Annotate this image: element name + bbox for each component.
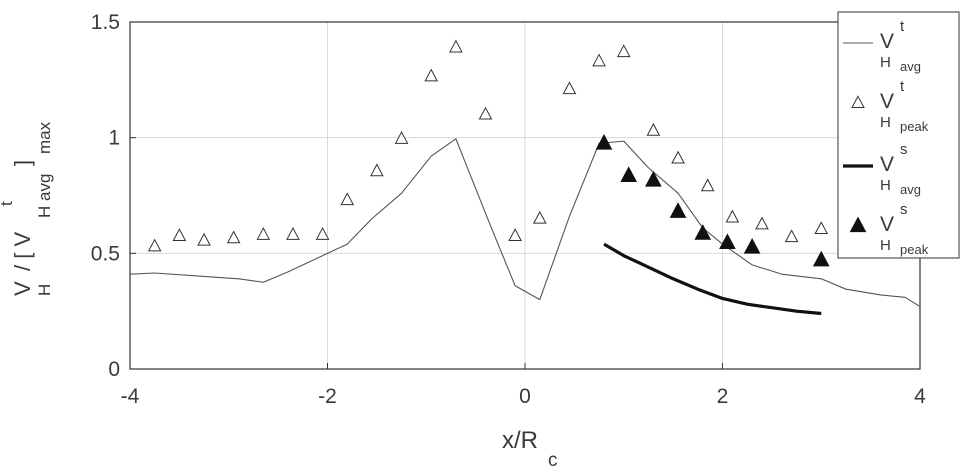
y-label-sub-havg: H avg (35, 174, 54, 218)
legend-item-vs_avg: Vs H avg (843, 141, 921, 197)
data-point-vt_peak (814, 221, 829, 235)
legend-item-vs_peak: Vs H peak (849, 201, 929, 257)
legend-label-base: V (880, 30, 894, 53)
legend-label-sup: t (900, 18, 905, 35)
legend-label-sup: s (900, 201, 908, 218)
data-point-vt_peak (508, 228, 522, 241)
data-point-vt_peak (671, 150, 685, 164)
legend-label-base: V (880, 90, 894, 113)
data-point-vt_peak (562, 81, 577, 95)
y-label-sup-t: t (0, 201, 16, 206)
legend-label-sub: H (880, 177, 891, 194)
x-tick-label: 2 (717, 385, 729, 408)
data-point-vs_peak (595, 133, 613, 150)
y-tick-label: 1.5 (91, 11, 120, 34)
data-point-vt_peak (147, 238, 162, 252)
legend-swatch-vt_peak (851, 95, 865, 108)
legend-label-sub: H (880, 237, 891, 254)
y-label-max: max (35, 121, 54, 154)
legend-label-base: V (880, 213, 894, 236)
ticks: -4 -2 0 2 4 0 0.5 1 1.5 (91, 11, 926, 408)
data-point-vt_peak (700, 178, 715, 192)
y-tick-label: 1 (108, 127, 120, 150)
data-point-vt_peak (755, 216, 769, 230)
y-tick-label: 0.5 (91, 242, 120, 265)
data-point-vt_peak (478, 106, 493, 120)
data-point-vt_peak (172, 228, 187, 241)
legend-label-sup: t (900, 78, 905, 95)
x-axis-label: x/R (502, 427, 538, 454)
data-point-vt_peak (340, 192, 355, 206)
y-tick-label: 0 (108, 358, 120, 381)
data-point-vs_peak (812, 250, 830, 267)
legend-label-base: V (880, 153, 894, 176)
x-tick-label: -4 (121, 385, 140, 408)
series-vt_avg (129, 138, 921, 308)
data-point-vt_peak (646, 122, 661, 136)
x-axis-label-subscript: c (548, 450, 558, 471)
data-point-vt_peak (226, 230, 241, 244)
data-point-vt_peak (532, 210, 547, 224)
data-point-vt_peak (449, 39, 463, 53)
series-vt_peak (147, 39, 829, 252)
series-line-vt_avg (129, 138, 921, 308)
data-point-vs_peak (620, 166, 638, 182)
data-point-vt_peak (197, 232, 211, 246)
y-label-sub-h: H (35, 284, 54, 296)
data-point-vt_peak (256, 227, 271, 240)
data-point-vt_peak (394, 131, 409, 144)
data-point-vt_peak (315, 227, 330, 240)
x-tick-label: -2 (318, 385, 337, 408)
legend-label-sub2: peak (900, 242, 929, 257)
legend-label-sup: s (900, 141, 908, 158)
legend-label-sub2: avg (900, 182, 921, 197)
data-point-vt_peak (784, 229, 799, 243)
legend-label-sub2: avg (900, 59, 921, 74)
legend-label-sub2: peak (900, 119, 929, 134)
data-point-vt_peak (592, 53, 606, 67)
y-label-v: V (10, 281, 35, 296)
legend-label-sub: H (880, 54, 891, 71)
data-point-vs_peak (669, 202, 687, 218)
legend-item-vt_peak: Vt H peak (851, 78, 929, 134)
legend-label-sub: H (880, 114, 891, 131)
data-point-vs_peak (645, 170, 662, 187)
data-point-vt_peak (424, 68, 439, 82)
grid (129, 21, 921, 370)
data-point-vt_peak (286, 227, 300, 240)
y-label-bracket: / [ V (10, 232, 35, 271)
legend-item-vt_avg: Vt H avg (843, 18, 921, 74)
series-line-vs_avg (603, 242, 822, 316)
series (129, 39, 921, 316)
data-point-vs_peak (719, 233, 736, 250)
x-tick-label: 4 (914, 385, 926, 408)
series-vs_avg (603, 242, 822, 316)
y-axis-label: V H / [ V t H avg ] max (0, 121, 54, 296)
x-tick-label: 0 (519, 385, 531, 408)
legend-swatch-vs_peak (849, 216, 867, 233)
series-vs_peak (595, 133, 830, 267)
data-point-vs_peak (743, 238, 761, 254)
data-point-vt_peak (370, 163, 384, 177)
data-point-vt_peak (725, 209, 740, 223)
data-point-vs_peak (694, 224, 712, 240)
data-point-vt_peak (616, 44, 631, 58)
y-label-close: ] (10, 160, 35, 166)
